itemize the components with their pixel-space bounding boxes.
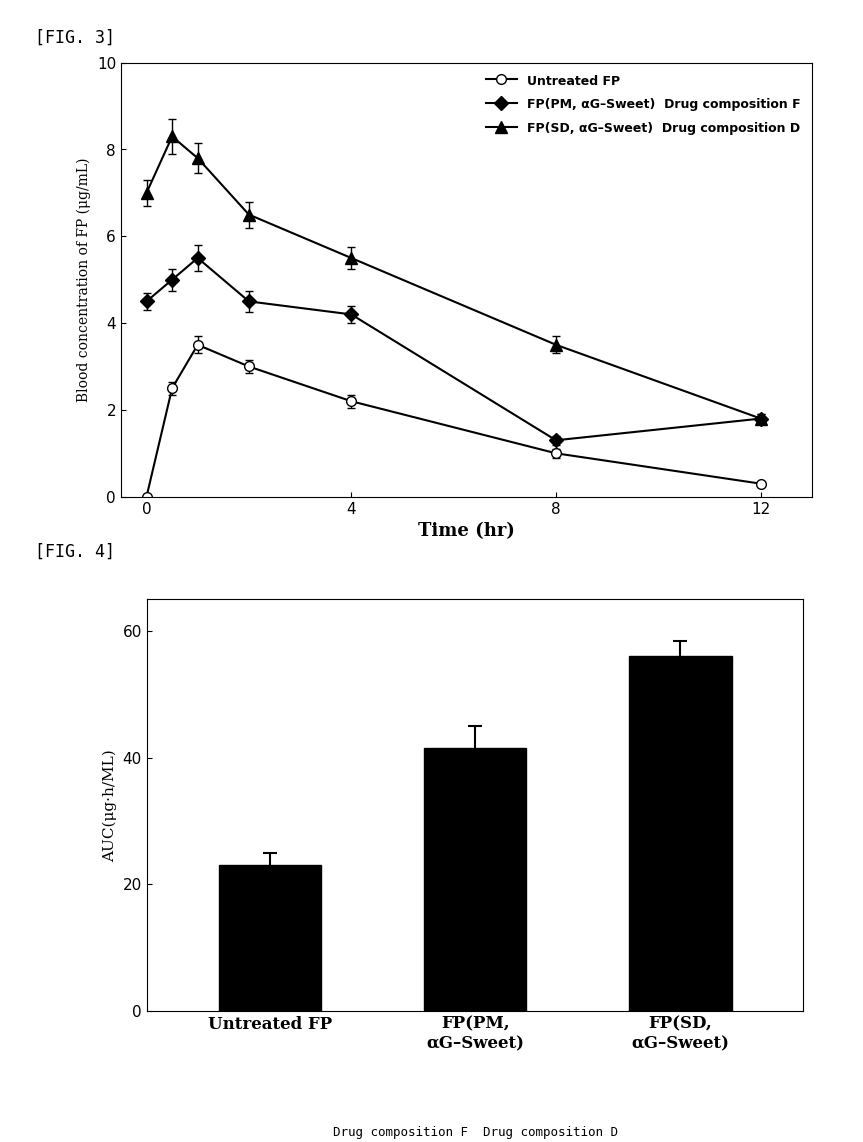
X-axis label: Time (hr): Time (hr): [418, 522, 514, 540]
Y-axis label: AUC(μg·h/ML): AUC(μg·h/ML): [103, 749, 117, 861]
Bar: [218, 866, 321, 1011]
Legend: Untreated FP, FP(PM, αG–Sweet)  Drug composition F, FP(SD, αG–Sweet)  Drug compo: Untreated FP, FP(PM, αG–Sweet) Drug comp…: [481, 69, 805, 140]
Text: [FIG. 4]: [FIG. 4]: [35, 542, 115, 561]
Bar: [628, 657, 731, 1011]
Text: Drug composition F  Drug composition D: Drug composition F Drug composition D: [332, 1126, 617, 1139]
Y-axis label: Blood concentration of FP (μg/mL): Blood concentration of FP (μg/mL): [77, 158, 91, 402]
Bar: [424, 748, 526, 1011]
Text: [FIG. 3]: [FIG. 3]: [35, 29, 115, 47]
